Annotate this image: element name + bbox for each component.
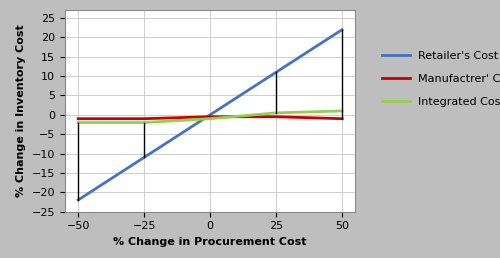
X-axis label: % Change in Procurement Cost: % Change in Procurement Cost bbox=[114, 237, 307, 247]
Y-axis label: % Change in Inventory Cost: % Change in Inventory Cost bbox=[16, 25, 26, 197]
Legend: Retailer's Cost, Manufactrer' Cost, Integrated Cost: Retailer's Cost, Manufactrer' Cost, Inte… bbox=[378, 46, 500, 112]
